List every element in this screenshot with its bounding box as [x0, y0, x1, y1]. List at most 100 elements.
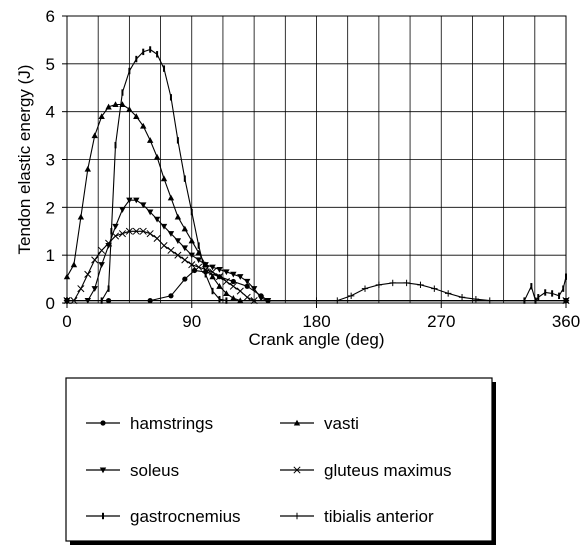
legend-marker: [293, 512, 301, 520]
data-point-vasti: [84, 165, 91, 172]
legend: hamstrings vasti soleus gluteus maximus gast…: [65, 377, 496, 545]
data-point-vasti: [209, 273, 216, 280]
legend-label: gluteus maximus: [324, 461, 452, 480]
legend-marker: [100, 420, 106, 426]
data-point-gluteus-maximus: [160, 242, 168, 250]
data-point-gluteus-maximus: [181, 256, 189, 264]
data-point-tibialis-anterior: [403, 279, 410, 287]
data-point-tibialis-anterior: [417, 281, 424, 289]
legend-entry-vasti: vasti: [280, 414, 359, 433]
data-point-vasti: [160, 175, 168, 182]
data-point-vasti: [112, 101, 119, 108]
legend-entry-soleus: soleus: [86, 461, 179, 480]
data-point-hamstrings: [244, 283, 250, 289]
data-point-tibialis-anterior: [431, 285, 438, 292]
x-tick-label: 270: [427, 312, 455, 331]
data-point-soleus: [223, 269, 230, 276]
data-point-soleus: [126, 197, 133, 204]
data-point-gluteus-maximus: [139, 227, 147, 235]
data-point-soleus: [146, 209, 154, 216]
data-point-gluteus-maximus: [132, 227, 140, 235]
data-point-gluteus-maximus: [174, 251, 182, 259]
legend-marker: [293, 419, 301, 426]
data-point-vasti: [105, 103, 112, 110]
data-point-gluteus-maximus: [222, 277, 230, 286]
series-layer: [63, 46, 570, 305]
x-tick-label: 90: [182, 312, 201, 331]
data-point-tibialis-anterior: [361, 285, 369, 292]
y-tick-label: 3: [46, 151, 55, 170]
data-point-soleus: [202, 262, 209, 268]
data-point-soleus: [160, 223, 168, 230]
data-point-vasti: [153, 153, 161, 160]
data-point-soleus: [167, 231, 175, 237]
data-point-soleus: [188, 252, 195, 259]
data-point-soleus: [153, 216, 161, 223]
data-point-soleus: [243, 278, 251, 285]
data-point-vasti: [188, 237, 195, 244]
legend-marker: [293, 466, 301, 474]
data-point-vasti: [174, 213, 182, 220]
y-axis-label: Tendon elastic energy (J): [15, 65, 34, 255]
data-point-soleus: [119, 207, 126, 213]
data-point-vasti: [140, 122, 147, 129]
x-tick-label: 360: [552, 312, 580, 331]
data-point-tibialis-anterior: [458, 294, 466, 301]
legend-entry-gluteus-maximus: gluteus maximus: [280, 461, 452, 480]
legend-label: gastrocnemius: [130, 507, 241, 526]
data-point-gluteus-maximus: [188, 261, 196, 269]
data-point-soleus: [174, 238, 182, 245]
data-point-gluteus-maximus: [98, 246, 106, 254]
data-point-vasti: [126, 106, 133, 112]
data-point-hamstrings: [230, 278, 236, 285]
data-point-soleus: [140, 202, 147, 209]
data-point-gluteus-maximus: [236, 287, 244, 295]
data-point-gluteus-maximus: [91, 256, 99, 264]
data-point-soleus: [181, 245, 189, 252]
legend-entry-gastrocnemius: gastrocnemius: [86, 507, 241, 526]
data-point-soleus: [250, 286, 258, 292]
data-point-vasti: [230, 295, 237, 301]
data-point-gluteus-maximus: [118, 230, 126, 238]
data-point-vasti: [70, 261, 78, 268]
data-point-vasti: [167, 194, 175, 201]
x-axis-label: Crank angle (deg): [248, 330, 384, 349]
grid: [66, 15, 567, 304]
axes: 0 90 180 270 360 0 1 2 3 4 5 6: [46, 7, 580, 331]
data-point-soleus: [209, 264, 216, 271]
y-tick-label: 6: [46, 7, 55, 26]
legend-box: [65, 377, 493, 542]
y-tick-label: 2: [46, 198, 55, 217]
data-point-gluteus-maximus: [125, 227, 133, 235]
y-tick-label: 1: [46, 246, 55, 265]
data-point-tibialis-anterior: [389, 279, 396, 287]
legend-marker: [99, 467, 107, 474]
data-point-vasti: [216, 283, 223, 289]
data-point-hamstrings: [168, 293, 174, 299]
series-gastrocnemius: [66, 46, 567, 304]
data-point-vasti: [91, 132, 98, 139]
data-point-soleus: [98, 262, 105, 268]
y-tick-label: 5: [46, 55, 55, 74]
data-point-tibialis-anterior: [444, 290, 452, 297]
data-point-gluteus-maximus: [229, 282, 237, 290]
data-point-gluteus-maximus: [208, 268, 217, 276]
y-tick-label: 0: [46, 294, 55, 313]
data-point-gluteus-maximus: [146, 230, 154, 238]
data-point-soleus: [195, 257, 202, 264]
data-point-gluteus-maximus: [167, 246, 175, 254]
data-point-tibialis-anterior: [347, 292, 355, 300]
data-point-soleus: [237, 274, 244, 280]
data-point-vasti: [146, 137, 154, 143]
data-point-gluteus-maximus: [84, 270, 92, 278]
series-line-gastrocnemius: [67, 48, 567, 302]
data-point-tibialis-anterior: [472, 295, 480, 303]
data-point-vasti: [77, 213, 85, 220]
data-point-gluteus-maximus: [215, 273, 224, 281]
x-tick-label: 180: [302, 312, 330, 331]
data-point-soleus: [112, 223, 119, 230]
x-tick-label: 0: [62, 312, 71, 331]
data-point-soleus: [133, 197, 140, 204]
legend-entry-tibialis-anterior: tibialis anterior: [280, 507, 434, 526]
legend-label: tibialis anterior: [324, 507, 434, 526]
